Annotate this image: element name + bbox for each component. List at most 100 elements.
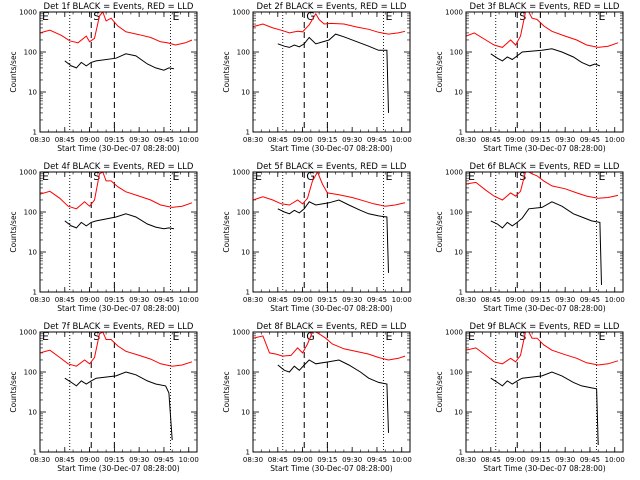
lld-series-line (253, 12, 406, 35)
event-marker-label: E (386, 170, 393, 183)
x-tick-label: 09:00 (79, 136, 99, 144)
y-tick-label: 100 (237, 369, 250, 377)
x-tick-label: 09:45 (367, 456, 387, 464)
event-marker-label: E (468, 170, 475, 183)
event-marker-label: E (42, 330, 49, 343)
event-marker-label: E (42, 170, 49, 183)
x-tick-label: 09:00 (505, 296, 525, 304)
event-marker-label: S (519, 10, 526, 23)
plot-frame (39, 171, 198, 293)
plot-frame (465, 171, 624, 293)
chart-title: Det 7f BLACK = Events, RED = LLD (44, 322, 194, 332)
lld-series-line (466, 332, 619, 366)
y-axis-title: Counts/sec (435, 371, 444, 412)
y-tick-label: 1000 (445, 329, 463, 337)
plot-frame (465, 11, 624, 133)
y-tick-label: 100 (237, 209, 250, 217)
x-tick-label: 09:15 (317, 136, 337, 144)
x-tick-label: 09:15 (104, 296, 124, 304)
lld-series-line (253, 332, 406, 361)
y-axis-title: Counts/sec (222, 371, 231, 412)
event-marker-label: E (386, 10, 393, 23)
detector-chart: Det 3f BLACK = Events, RED = LLD 1 10 100 10… (435, 2, 625, 153)
detector-chart: Det 1f BLACK = Events, RED = LLD 1 10 100 10… (9, 2, 199, 153)
x-tick-label: 10:00 (392, 456, 412, 464)
event-marker-label: E (599, 170, 606, 183)
x-tick-label: 09:00 (292, 456, 312, 464)
x-tick-label: 09:15 (317, 456, 337, 464)
y-tick-label: 100 (450, 209, 463, 217)
chart-title: Det 3f BLACK = Events, RED = LLD (470, 2, 620, 12)
event-marker-label: S (519, 170, 526, 183)
chart-title: Det 4f BLACK = Events, RED = LLD (44, 162, 194, 172)
x-tick-label: 08:45 (55, 456, 75, 464)
y-axis-title: Counts/sec (9, 371, 18, 412)
plot-frame (252, 11, 411, 133)
x-tick-label: 08:30 (456, 136, 476, 144)
y-tick-label: 10 (241, 89, 250, 97)
x-axis-title: Start Time (30-Dec-07 08:28:00) (57, 464, 179, 473)
x-tick-label: 09:45 (580, 136, 600, 144)
event-marker-label: G (306, 170, 315, 183)
y-tick-label: 1 (459, 449, 463, 457)
chart-title: Det 6f BLACK = Events, RED = LLD (470, 162, 620, 172)
detector-chart: Det 6f BLACK = Events, RED = LLD 1 10 100 10… (435, 162, 625, 313)
events-series-line (277, 33, 389, 113)
x-tick-label: 10:00 (179, 456, 199, 464)
y-tick-label: 1 (246, 289, 250, 297)
x-tick-label: 08:30 (243, 456, 263, 464)
plot-frame (465, 331, 624, 453)
events-series-line (277, 199, 389, 273)
x-tick-label: 08:30 (30, 456, 50, 464)
y-tick-label: 10 (454, 409, 463, 417)
event-marker-label: S (93, 170, 100, 183)
event-marker-label: E (42, 10, 49, 23)
y-tick-label: 1 (459, 289, 463, 297)
y-tick-label: 10 (241, 249, 250, 257)
plot-frame (252, 331, 411, 453)
y-tick-label: 1000 (445, 169, 463, 177)
x-tick-label: 09:45 (367, 296, 387, 304)
y-axis-title: Counts/sec (222, 51, 231, 92)
y-tick-label: 1000 (445, 9, 463, 17)
x-tick-label: 08:30 (456, 456, 476, 464)
y-axis-title: Counts/sec (9, 51, 18, 92)
x-tick-label: 09:00 (292, 296, 312, 304)
events-series-line (277, 359, 389, 433)
event-marker-label: E (173, 170, 180, 183)
x-tick-label: 09:15 (530, 136, 550, 144)
plot-frame (252, 171, 411, 293)
y-tick-label: 1000 (19, 169, 37, 177)
y-tick-label: 100 (24, 369, 37, 377)
event-marker-label: E (468, 330, 475, 343)
y-tick-label: 1000 (232, 329, 250, 337)
x-tick-label: 10:00 (179, 296, 199, 304)
detector-chart: Det 2f BLACK = Events, RED = LLD 1 10 100 10… (222, 2, 412, 153)
chart-title: Det 9f BLACK = Events, RED = LLD (470, 322, 620, 332)
event-marker-label: G (306, 10, 315, 23)
y-tick-label: 1000 (19, 329, 37, 337)
y-tick-label: 1000 (232, 9, 250, 17)
x-tick-label: 09:30 (129, 456, 149, 464)
x-tick-label: 09:15 (530, 296, 550, 304)
x-tick-label: 08:30 (30, 296, 50, 304)
events-series-line (490, 48, 601, 67)
chart-title: Det 2f BLACK = Events, RED = LLD (257, 2, 407, 12)
x-tick-label: 09:45 (154, 456, 174, 464)
x-tick-label: 10:00 (392, 296, 412, 304)
y-tick-label: 1 (246, 449, 250, 457)
y-axis-title: Counts/sec (435, 51, 444, 92)
y-tick-label: 10 (241, 409, 250, 417)
x-tick-label: 09:30 (555, 136, 575, 144)
plot-frame (39, 11, 198, 133)
x-tick-label: 08:45 (268, 136, 288, 144)
chart-title: Det 5f BLACK = Events, RED = LLD (257, 162, 407, 172)
x-tick-label: 09:00 (505, 136, 525, 144)
events-series-line (490, 371, 599, 446)
event-marker-label: S (519, 330, 526, 343)
plot-frame (39, 331, 198, 453)
event-marker-label: S (93, 330, 100, 343)
y-tick-label: 1 (459, 129, 463, 137)
x-tick-label: 09:45 (580, 296, 600, 304)
lld-series-line (40, 12, 193, 46)
